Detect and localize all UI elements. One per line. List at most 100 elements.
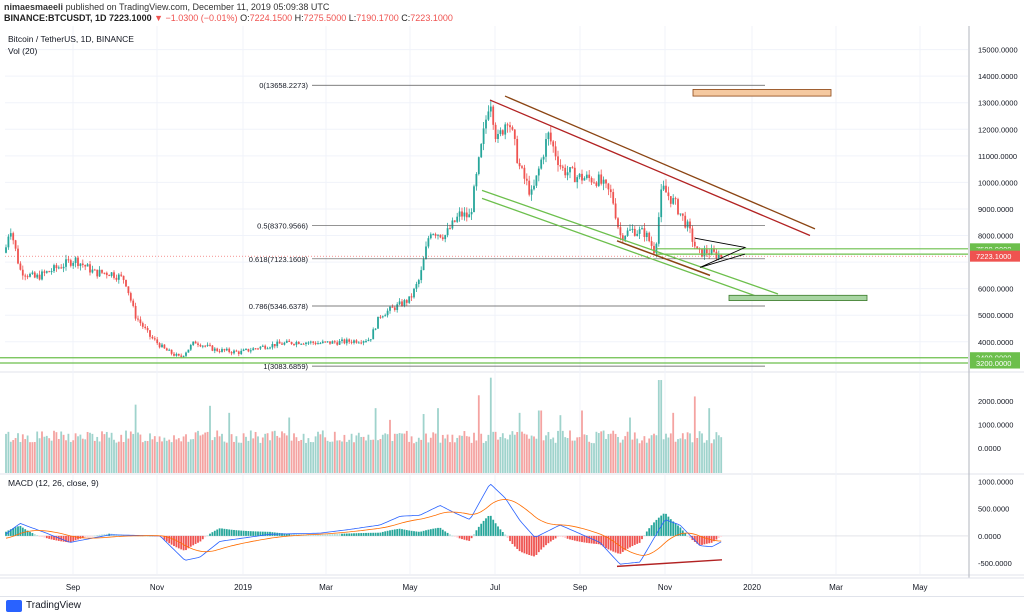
volume-bar [161, 441, 163, 473]
volume-bar [720, 437, 723, 473]
volume-bar [50, 440, 53, 473]
candle-body [391, 306, 394, 308]
candle-body [513, 129, 516, 139]
volume-bar [710, 443, 713, 473]
candle-body [235, 350, 238, 352]
candle-body [105, 272, 108, 276]
macd-histogram-bar [674, 523, 677, 536]
tradingview-logo-icon[interactable] [6, 600, 22, 612]
volume-bar [9, 441, 12, 473]
macd-histogram-bar [504, 534, 507, 536]
macd-histogram-bar [641, 535, 643, 540]
macd-histogram-bar [715, 535, 718, 540]
candle-body [182, 355, 185, 357]
macd-histogram-bar [689, 535, 691, 538]
volume-bar [192, 439, 195, 473]
candle-body [33, 272, 36, 278]
candle-body [662, 185, 665, 190]
candle-body [511, 127, 514, 130]
ohlc-high: H:7275.5000 [294, 13, 347, 23]
candle-body [597, 174, 600, 186]
macd-histogram-bar [228, 529, 231, 536]
candle-body [103, 272, 106, 274]
macd-histogram-bar [321, 534, 324, 536]
volume-bar [593, 443, 595, 473]
candle-body [689, 221, 691, 229]
candle-body [458, 211, 461, 217]
candle-body [197, 343, 199, 345]
macd-histogram-bar [149, 535, 151, 537]
candle-body [657, 217, 660, 244]
candle-body [672, 198, 675, 204]
volume-bar [559, 415, 562, 473]
volume-bar [43, 436, 46, 473]
macd-histogram-bar [240, 530, 243, 536]
volume-bar [297, 441, 300, 473]
macd-histogram-bar [549, 535, 552, 542]
price-chart[interactable]: 0(13658.2273) 0.5(8370.9566) 0.618(7123.16… [0, 26, 1024, 596]
macd-histogram-bar [223, 528, 226, 536]
volume-bar [29, 442, 31, 473]
volume-bar [360, 436, 363, 473]
candle-body [437, 234, 439, 236]
volume-bar [228, 412, 231, 473]
candle-body [295, 341, 298, 345]
candle-body [633, 228, 636, 236]
candle-body [297, 341, 300, 345]
volume-bar [617, 436, 619, 473]
candle-body [173, 353, 175, 356]
macd-histogram-bar [561, 535, 564, 538]
macd-histogram-bar [182, 535, 185, 551]
candlestick-series [5, 99, 723, 359]
candle-body [326, 341, 329, 343]
volume-bar [182, 436, 185, 473]
volume-bar [237, 442, 240, 473]
macd-histogram-bar [374, 532, 377, 536]
macd-histogram-bar [521, 535, 523, 553]
author-name[interactable]: nimaesmaeeli [4, 2, 64, 12]
macd-histogram-bar [612, 535, 615, 552]
macd-histogram-bar [672, 521, 675, 536]
brand-name[interactable]: TradingView [26, 600, 82, 611]
volume-bar [636, 438, 639, 473]
volume-bar [31, 442, 34, 473]
candle-body [91, 269, 94, 273]
macd-histogram-bar [93, 535, 96, 537]
volume-bar [535, 438, 538, 473]
volume-bar [662, 439, 665, 473]
volume-bar [101, 431, 103, 473]
volume-bar [125, 430, 127, 473]
macd-histogram-bar [230, 529, 233, 536]
volume-bar [511, 431, 514, 473]
macd-histogram-bar [393, 529, 396, 536]
volume-bar [427, 442, 430, 473]
candle-body [677, 199, 679, 215]
candle-body [499, 130, 502, 134]
macd-histogram-bar [314, 534, 317, 536]
macd-histogram-bar [537, 535, 540, 553]
candle-body [45, 271, 48, 273]
volume-series [5, 377, 723, 473]
macd-histogram-bar [573, 535, 576, 541]
candle-body [187, 349, 190, 353]
candle-body [398, 301, 401, 305]
volume-bar [573, 440, 576, 473]
candle-body [576, 177, 579, 183]
candle-body [353, 340, 355, 343]
volume-bar [89, 432, 91, 473]
volume-bar [204, 432, 207, 473]
volume-bar [235, 436, 238, 473]
volume-bar [552, 437, 555, 473]
time-tick-label: May [402, 583, 417, 592]
time-tick-label: Mar [829, 583, 843, 592]
candle-body [422, 259, 425, 271]
macd-histogram-bar [420, 531, 423, 536]
macd-histogram-bar [626, 535, 629, 549]
macd-histogram-bar [432, 528, 435, 536]
volume-bar [345, 441, 348, 473]
volume-bar [74, 433, 77, 473]
candle-body [324, 341, 327, 343]
candle-body [221, 349, 223, 352]
current-price-tag: 7223.1000 [976, 252, 1011, 261]
volume-bar [398, 433, 401, 473]
